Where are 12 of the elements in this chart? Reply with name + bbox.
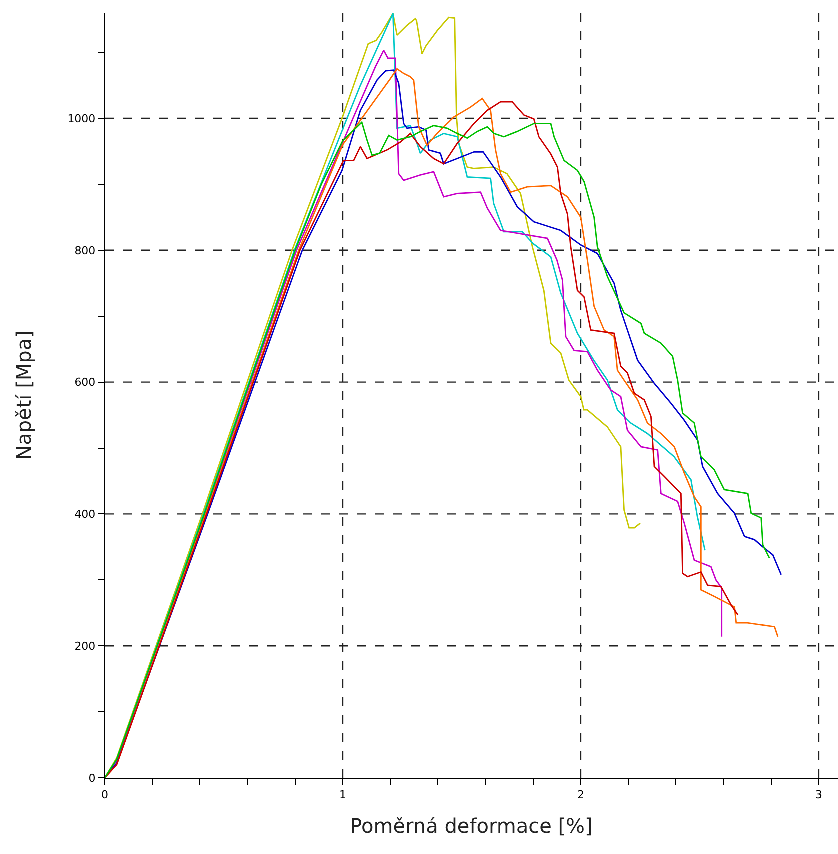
x-tick-label: 1	[339, 788, 346, 802]
y-tick-label: 200	[74, 640, 96, 653]
y-tick-label: 0	[88, 772, 96, 785]
x-tick-label: 2	[577, 788, 584, 802]
x-tick-label: 0	[102, 788, 108, 802]
y-tick-label: 800	[74, 244, 96, 258]
x-axis-title: Poměrná deformace [%]	[350, 814, 593, 838]
y-axis-title: Napětí [Mpa]	[12, 330, 36, 460]
y-tick-label: 600	[74, 376, 96, 390]
x-tick-label: 3	[815, 788, 822, 802]
y-tick-label: 400	[74, 508, 96, 522]
y-tick-label: 1000	[68, 112, 96, 126]
